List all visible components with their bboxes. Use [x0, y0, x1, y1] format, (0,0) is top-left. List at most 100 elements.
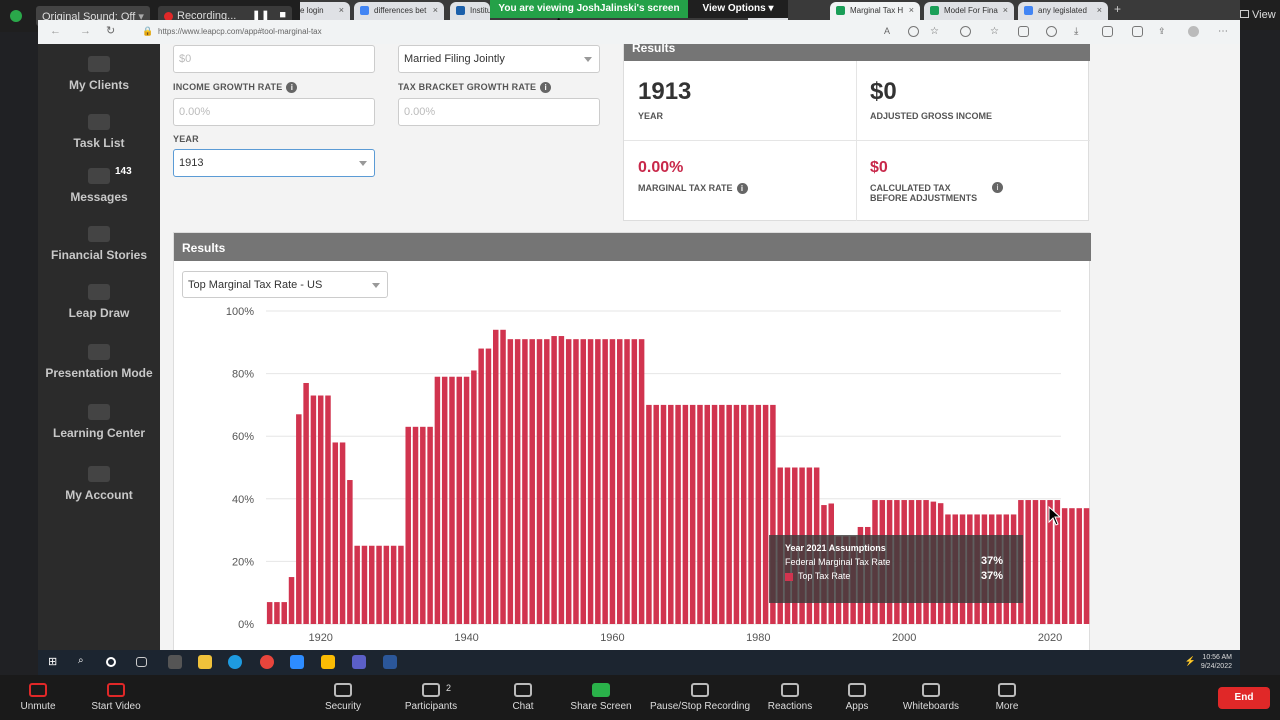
chrome-icon[interactable] — [260, 655, 274, 669]
chart-bar[interactable] — [616, 339, 623, 624]
heart-icon[interactable] — [1102, 26, 1113, 37]
chart-bar[interactable] — [485, 348, 492, 624]
profile-avatar[interactable] — [1188, 26, 1199, 37]
chart-bar[interactable] — [602, 339, 608, 624]
chart-bar[interactable] — [697, 404, 703, 624]
cortana-icon[interactable] — [106, 657, 116, 667]
chart-bar[interactable] — [266, 602, 273, 624]
chart-bar[interactable] — [493, 329, 499, 624]
new-tab-icon[interactable]: + — [1114, 2, 1122, 16]
chart-bar[interactable] — [514, 339, 521, 624]
chart-bar[interactable] — [544, 339, 550, 624]
view-options-button[interactable]: View Options ▾ — [688, 0, 788, 18]
chart-bar[interactable] — [660, 404, 667, 624]
sidebar-item-presentation-mode[interactable]: Presentation Mode — [38, 344, 160, 380]
chart-bar[interactable] — [398, 545, 404, 624]
participants-button[interactable]: Participants 2 — [396, 675, 466, 720]
edge-icon[interactable] — [228, 655, 242, 669]
chart-bar[interactable] — [420, 426, 426, 624]
history-icon[interactable] — [1046, 26, 1057, 37]
chart-bar[interactable] — [441, 376, 448, 624]
chart-bar[interactable] — [595, 339, 601, 624]
info-icon[interactable]: i — [736, 183, 748, 195]
browser-tab[interactable]: Model For Fina × — [924, 2, 1014, 20]
close-tab-icon[interactable]: × — [908, 5, 914, 15]
start-video-button[interactable]: Start Video — [81, 675, 151, 720]
chart-bar[interactable] — [580, 339, 587, 624]
chart-bar[interactable] — [434, 376, 441, 624]
chart-bar[interactable] — [456, 376, 463, 624]
forward-icon[interactable]: → — [80, 25, 91, 37]
income-field[interactable]: $0 — [173, 45, 375, 73]
unmute-button[interactable]: Unmute — [3, 675, 73, 720]
chart-bar[interactable] — [536, 339, 543, 624]
chart-bar[interactable] — [551, 336, 557, 624]
download-icon[interactable]: ⤓ — [1074, 26, 1079, 37]
chart-bar[interactable] — [1083, 508, 1090, 624]
reactions-button[interactable]: Reactions — [755, 675, 825, 720]
chart-bar[interactable] — [733, 404, 740, 624]
year-select[interactable]: 1913 — [173, 149, 375, 177]
chart-bar[interactable] — [281, 602, 287, 624]
chart-bar[interactable] — [463, 376, 470, 624]
network-icon[interactable]: ⚡ — [1184, 656, 1196, 666]
share-screen-button[interactable]: Share Screen — [566, 675, 636, 720]
drive-icon[interactable] — [321, 655, 335, 669]
zoom-app-icon[interactable] — [290, 655, 304, 669]
browser-tab[interactable]: any legislated × — [1018, 2, 1108, 20]
chart-bar[interactable] — [762, 404, 769, 624]
chart-bar[interactable] — [1032, 500, 1039, 624]
info-icon[interactable]: i — [286, 82, 298, 94]
sidebar-item-messages[interactable]: Messages — [38, 168, 160, 204]
chart-bar[interactable] — [704, 404, 711, 624]
chart-bar[interactable] — [361, 545, 368, 624]
favorites-icon[interactable]: ☆ — [990, 26, 999, 37]
chart-bar[interactable] — [558, 336, 565, 624]
chart-bar[interactable] — [748, 404, 754, 624]
chart-bar[interactable] — [369, 545, 375, 624]
close-tab-icon[interactable]: × — [338, 5, 344, 15]
chart-bar[interactable] — [682, 404, 689, 624]
security-button[interactable]: Security — [308, 675, 378, 720]
browser-tab[interactable]: Marginal Tax H × — [830, 2, 920, 20]
chart-bar[interactable] — [573, 339, 579, 624]
chart-bar[interactable] — [675, 404, 681, 624]
info-icon[interactable]: i — [540, 82, 552, 94]
chart-bar[interactable] — [310, 395, 317, 624]
menu-dots-icon[interactable]: ⋯ — [1218, 26, 1228, 37]
view-button[interactable]: View — [1240, 0, 1280, 30]
chart-bar[interactable] — [274, 602, 280, 624]
more-button[interactable]: More — [972, 675, 1042, 720]
chart-bar[interactable] — [1076, 508, 1082, 624]
filing-status-select[interactable]: Married Filing Jointly — [398, 45, 600, 73]
windows-start-icon[interactable]: ⊞ — [48, 656, 58, 668]
info-icon[interactable]: i — [992, 182, 1003, 193]
collections-icon[interactable] — [1018, 26, 1029, 37]
chart-bar[interactable] — [303, 382, 309, 624]
chart-bar[interactable] — [317, 395, 324, 624]
chart-bar[interactable] — [405, 426, 411, 624]
chart-bar[interactable] — [770, 404, 776, 624]
end-meeting-button[interactable]: End — [1218, 687, 1270, 709]
chart-bar[interactable] — [689, 404, 696, 624]
chart-bar[interactable] — [427, 426, 433, 624]
chart-bar[interactable] — [449, 376, 455, 624]
close-tab-icon[interactable]: × — [1096, 5, 1102, 15]
chart-bar[interactable] — [507, 339, 514, 624]
chart-bar[interactable] — [565, 339, 572, 624]
metric-select[interactable]: Top Marginal Tax Rate - US — [182, 271, 388, 298]
favorite-star-icon[interactable]: ☆ — [930, 26, 939, 37]
chart-bar[interactable] — [332, 442, 339, 624]
chart-bar[interactable] — [711, 404, 718, 624]
chart-bar[interactable] — [1047, 500, 1053, 624]
chart-bar[interactable] — [1061, 508, 1068, 624]
url-field[interactable]: https://www.leapcp.com/app#tool-marginal… — [158, 27, 322, 36]
close-tab-icon[interactable]: × — [432, 5, 438, 15]
sidebar-item-task-list[interactable]: Task List — [38, 114, 160, 150]
pause-stop-recording-button[interactable]: Pause/Stop Recording — [645, 675, 755, 720]
apps-button[interactable]: Apps — [822, 675, 892, 720]
bracket-growth-input[interactable]: 0.00% — [398, 98, 600, 126]
chart-bar[interactable] — [383, 545, 390, 624]
sidebar-item-leap-draw[interactable]: Leap Draw — [38, 284, 160, 320]
stop-icon[interactable]: ■ — [279, 9, 286, 21]
